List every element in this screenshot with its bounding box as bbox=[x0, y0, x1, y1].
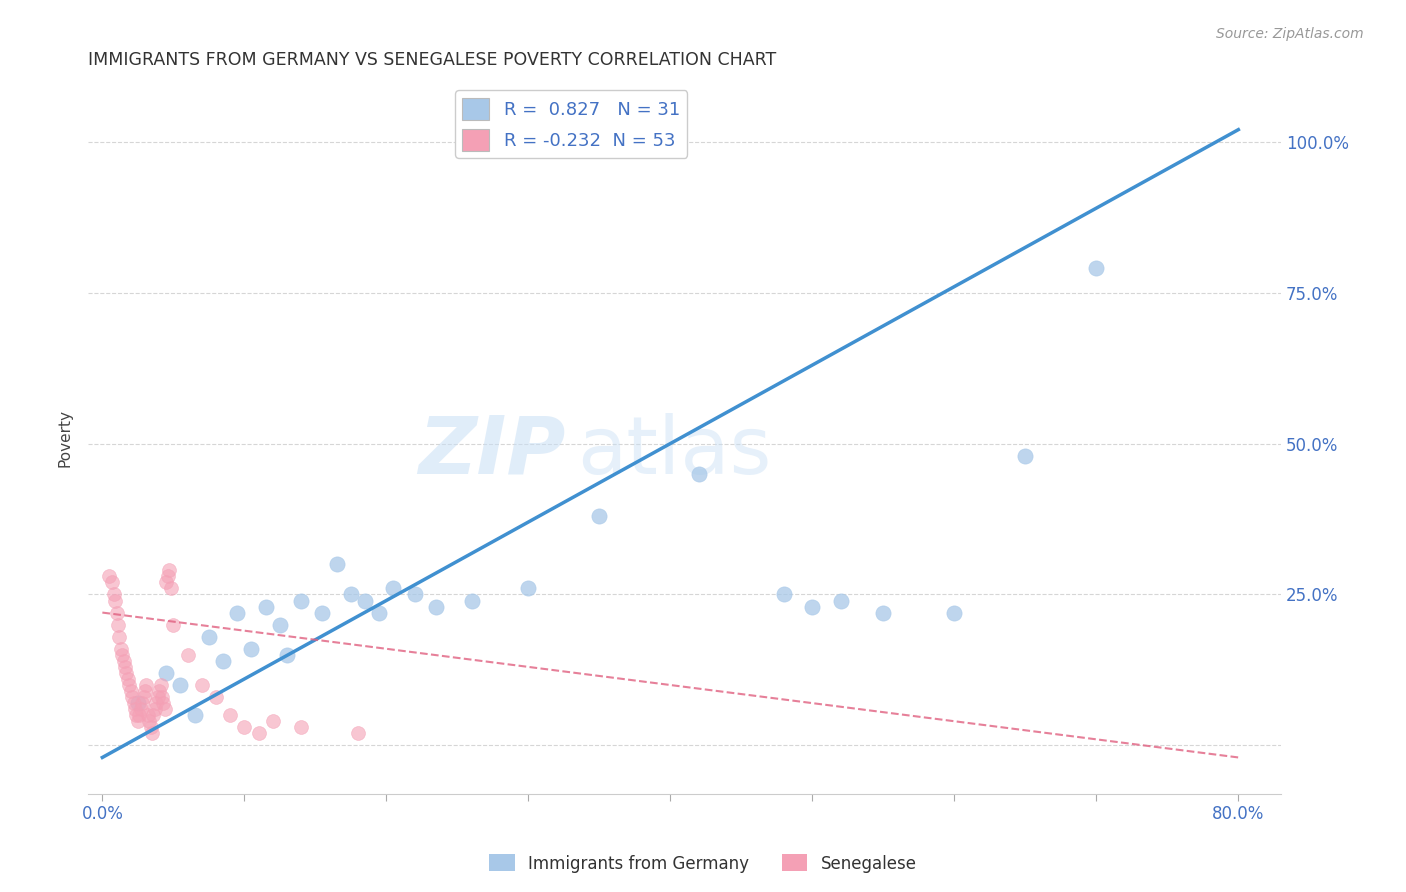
Point bbox=[128, 708, 150, 723]
Point bbox=[162, 617, 184, 632]
Point bbox=[149, 678, 172, 692]
Point bbox=[382, 582, 405, 596]
Point bbox=[240, 641, 263, 656]
Point bbox=[205, 690, 228, 704]
Point bbox=[290, 720, 312, 734]
Point bbox=[347, 726, 370, 740]
Point bbox=[425, 599, 447, 614]
Point bbox=[111, 648, 134, 662]
Legend: Immigrants from Germany, Senegalese: Immigrants from Germany, Senegalese bbox=[482, 847, 924, 880]
Point bbox=[340, 587, 363, 601]
Text: ZIP: ZIP bbox=[418, 413, 565, 491]
Point bbox=[145, 696, 167, 710]
Point bbox=[212, 654, 235, 668]
Point bbox=[404, 587, 426, 601]
Point bbox=[121, 690, 143, 704]
Point bbox=[801, 599, 824, 614]
Point bbox=[155, 575, 177, 590]
Point bbox=[262, 714, 284, 729]
Point bbox=[1014, 449, 1036, 463]
Point bbox=[138, 714, 160, 729]
Point bbox=[198, 630, 221, 644]
Point bbox=[143, 702, 166, 716]
Point bbox=[269, 617, 291, 632]
Point bbox=[118, 678, 141, 692]
Point bbox=[254, 599, 277, 614]
Point bbox=[107, 617, 129, 632]
Point bbox=[943, 606, 966, 620]
Text: Source: ZipAtlas.com: Source: ZipAtlas.com bbox=[1216, 27, 1364, 41]
Point bbox=[368, 606, 391, 620]
Point bbox=[155, 665, 177, 680]
Point bbox=[233, 720, 256, 734]
Point bbox=[125, 708, 148, 723]
Point bbox=[105, 606, 128, 620]
Y-axis label: Poverty: Poverty bbox=[58, 409, 72, 467]
Point bbox=[127, 696, 149, 710]
Point bbox=[276, 648, 298, 662]
Point bbox=[226, 606, 249, 620]
Point bbox=[460, 593, 482, 607]
Point bbox=[124, 702, 146, 716]
Point bbox=[150, 690, 173, 704]
Point bbox=[247, 726, 270, 740]
Point bbox=[311, 606, 333, 620]
Point bbox=[183, 708, 205, 723]
Point bbox=[159, 582, 181, 596]
Text: IMMIGRANTS FROM GERMANY VS SENEGALESE POVERTY CORRELATION CHART: IMMIGRANTS FROM GERMANY VS SENEGALESE PO… bbox=[89, 51, 776, 69]
Point bbox=[131, 696, 153, 710]
Point bbox=[517, 582, 540, 596]
Point bbox=[115, 665, 138, 680]
Point bbox=[122, 696, 145, 710]
Point bbox=[142, 708, 165, 723]
Legend: R =  0.827   N = 31, R = -0.232  N = 53: R = 0.827 N = 31, R = -0.232 N = 53 bbox=[456, 90, 688, 158]
Point bbox=[104, 593, 127, 607]
Point bbox=[141, 726, 163, 740]
Point bbox=[112, 654, 135, 668]
Point bbox=[114, 660, 136, 674]
Point bbox=[1085, 261, 1108, 276]
Point bbox=[101, 575, 124, 590]
Point bbox=[108, 630, 131, 644]
Point bbox=[139, 720, 162, 734]
Point bbox=[872, 606, 894, 620]
Point bbox=[136, 708, 159, 723]
Point bbox=[127, 714, 149, 729]
Point bbox=[773, 587, 796, 601]
Point bbox=[148, 684, 170, 698]
Text: atlas: atlas bbox=[578, 413, 772, 491]
Point bbox=[156, 569, 179, 583]
Point bbox=[157, 563, 180, 577]
Point bbox=[290, 593, 312, 607]
Point bbox=[354, 593, 377, 607]
Point bbox=[120, 684, 142, 698]
Point bbox=[134, 684, 156, 698]
Point bbox=[153, 702, 176, 716]
Point bbox=[190, 678, 212, 692]
Point bbox=[152, 696, 174, 710]
Point bbox=[110, 641, 132, 656]
Point bbox=[129, 702, 152, 716]
Point bbox=[132, 690, 155, 704]
Point bbox=[830, 593, 852, 607]
Point bbox=[117, 672, 139, 686]
Point bbox=[98, 569, 121, 583]
Point bbox=[169, 678, 191, 692]
Point bbox=[588, 508, 610, 523]
Point bbox=[688, 467, 710, 481]
Point bbox=[103, 587, 125, 601]
Point bbox=[176, 648, 198, 662]
Point bbox=[146, 690, 169, 704]
Point bbox=[135, 678, 157, 692]
Point bbox=[219, 708, 242, 723]
Point bbox=[325, 558, 347, 572]
